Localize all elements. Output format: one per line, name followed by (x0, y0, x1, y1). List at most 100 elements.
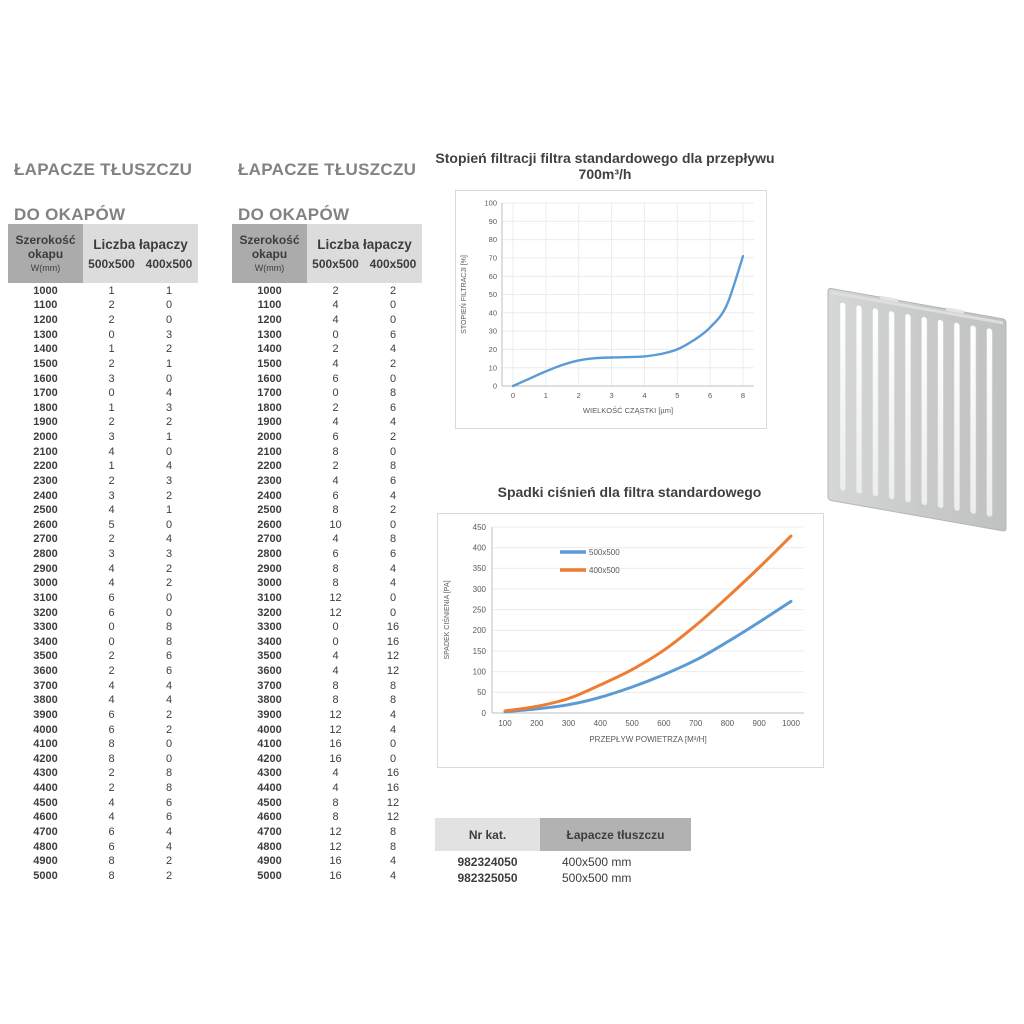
table-row: 4100 8 0 (8, 737, 198, 752)
catcher-count-cell: 6 (389, 401, 397, 414)
catcher-count-cell: 8 (389, 694, 397, 707)
catcher-count-cell: 2 (165, 869, 173, 882)
table-row: 1000 1 1 (8, 284, 198, 299)
catcher-count-cell: 2 (165, 343, 173, 356)
hood-width-cell: 3200 (257, 606, 282, 619)
catcher-count-cell: 4 (332, 665, 339, 678)
central-title-line2: DO OKAPÓW (238, 204, 350, 224)
hood-width-cell: 4600 (257, 811, 282, 824)
catcher-count-cell: 3 (165, 548, 173, 561)
hood-width-cell: 3100 (33, 591, 58, 604)
table-row: 4800 6 4 (8, 840, 198, 855)
hood-width-cell: 1100 (257, 299, 282, 312)
table-row: 1900 4 4 (232, 416, 422, 431)
catcher-count-cell: 2 (108, 416, 115, 429)
catcher-count-cell: 8 (165, 635, 173, 648)
table-row: 3700 8 8 (232, 679, 422, 694)
hood-width-cell: 4800 (33, 840, 58, 853)
catcher-count-cell: 0 (165, 299, 173, 312)
catcher-count-cell: 12 (329, 591, 342, 604)
hood-width-cell: 4100 (257, 738, 282, 751)
catcher-count-cell: 8 (389, 840, 397, 853)
hood-width-cell: 1400 (33, 343, 58, 356)
table-row: 3100 12 0 (232, 591, 422, 606)
catcher-count-cell: 8 (165, 782, 173, 795)
catcher-count-cell: 0 (165, 606, 173, 619)
table-row: 4400 4 16 (232, 781, 422, 796)
catcher-count-cell: 4 (389, 723, 397, 736)
catcher-count-cell: 6 (332, 372, 339, 385)
catcher-count-cell: 2 (165, 708, 173, 721)
hood-width-cell: 2300 (33, 474, 58, 487)
y-tick-label: 0 (493, 382, 497, 391)
wall-title-line2: DO OKAPÓW (14, 204, 126, 224)
catcher-count-cell: 0 (165, 738, 173, 751)
table-row: 5000 16 4 (232, 869, 422, 884)
col-header-400x500: 400x500 (369, 256, 417, 271)
table-row: 2300 4 6 (232, 474, 422, 489)
catcher-count-cell: 4 (108, 577, 115, 590)
header-text: okapu (251, 247, 288, 261)
x-tick-label: 8 (741, 391, 745, 400)
catcher-count-cell: 2 (165, 489, 173, 502)
catcher-count-header-cell: Liczba łapaczy 500x500 400x500 (83, 224, 198, 283)
table-row: 5000 8 2 (8, 869, 198, 884)
y-tick-label: 60 (489, 272, 497, 281)
hood-width-cell: 4600 (33, 811, 58, 824)
header-unit: W(mm) (30, 262, 61, 273)
hood-width-cell: 4200 (33, 752, 58, 765)
table-row: 2500 4 1 (8, 503, 198, 518)
hood-width-cell: 3500 (257, 650, 282, 663)
table-row: 2900 4 2 (8, 562, 198, 577)
catcher-count-cell: 0 (389, 372, 397, 385)
header-text: Szerokość (239, 233, 300, 248)
table-row: 2300 2 3 (8, 474, 198, 489)
catcher-count-cell: 0 (389, 445, 397, 458)
table-row: 4000 6 2 (8, 723, 198, 738)
catcher-count-cell: 3 (108, 372, 115, 385)
x-tick-label: 500 (625, 719, 639, 728)
hood-width-cell: 2900 (257, 562, 282, 575)
x-tick-label: 0 (511, 391, 515, 400)
catcher-count-cell: 6 (108, 840, 115, 853)
table-row: 3200 6 0 (8, 606, 198, 621)
table-row: 2200 1 4 (8, 460, 198, 475)
catcher-count-cell: 4 (332, 416, 339, 429)
catcher-count-cell: 12 (329, 840, 342, 853)
filtration-chart: 0 10 20 30 40 50 60 70 80 90 100 0 1 2 3 4 5 6 8 WIELKOŚĆ C… (455, 190, 767, 429)
table-row: 4900 8 2 (8, 854, 198, 869)
catcher-count-cell: 6 (108, 825, 115, 838)
catcher-count-cell: 10 (329, 518, 342, 531)
table-row: 4800 12 8 (232, 840, 422, 855)
catcher-count-cell: 6 (332, 489, 339, 502)
catcher-count-cell: 0 (108, 635, 115, 648)
hood-width-cell: 1800 (257, 401, 282, 414)
hood-width-cell: 3300 (33, 621, 58, 634)
y-tick-label: 90 (489, 217, 497, 226)
hood-width-cell: 3900 (257, 708, 282, 721)
y-tick-label: 70 (489, 254, 497, 263)
col-header-400x500: 400x500 (145, 256, 193, 271)
hood-width-cell: 3700 (257, 679, 282, 692)
table-row: 4300 2 8 (8, 767, 198, 782)
header-unit: W(mm) (254, 262, 285, 273)
hood-width-cell: 3300 (257, 621, 282, 634)
catcher-count-cell: 2 (332, 343, 339, 356)
catcher-count-cell: 4 (108, 679, 115, 692)
y-tick-label: 50 (489, 290, 497, 299)
pressure-curve-500x500 (503, 599, 793, 714)
catalog-row: 982324050 400x500 mm (435, 854, 691, 870)
col-header-500x500: 500x500 (312, 256, 359, 271)
x-tick-label: 1 (544, 391, 548, 400)
catcher-count-cell: 16 (386, 767, 400, 780)
catcher-count-cell: 2 (108, 474, 115, 487)
hood-width-cell: 1500 (257, 357, 282, 370)
table-row: 3000 4 2 (8, 577, 198, 592)
table-row: 3800 4 4 (8, 694, 198, 709)
catcher-count-cell: 4 (332, 533, 339, 546)
table-row: 3900 12 4 (232, 708, 422, 723)
legend-label-400x500: 400x500 (589, 566, 620, 575)
table-row: 1700 0 8 (232, 386, 422, 401)
catcher-count-cell: 4 (332, 474, 339, 487)
hood-width-cell: 4300 (33, 767, 58, 780)
